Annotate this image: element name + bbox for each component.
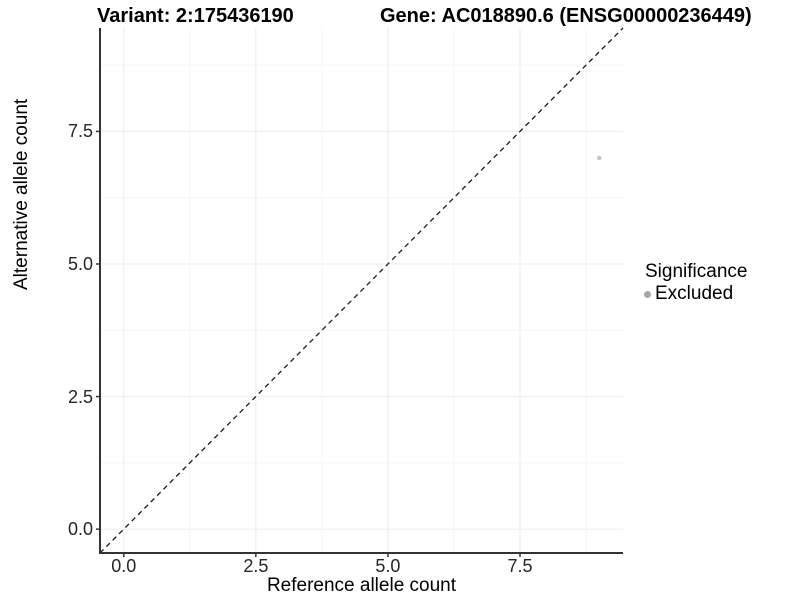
identity-dashed-line xyxy=(99,27,624,554)
x-tick-label: 7.5 xyxy=(507,556,533,576)
y-tick-label: 0.0 xyxy=(67,519,93,540)
y-tick-label: 2.5 xyxy=(67,386,93,407)
legend-point-icon xyxy=(644,290,651,298)
data-point-excluded xyxy=(597,155,602,161)
plot-title-variant: Variant: 2:175436190 xyxy=(97,5,294,27)
x-tick-label: 5.0 xyxy=(375,556,401,576)
x-axis-title: Reference allele count xyxy=(266,575,457,596)
x-tick-label: 0.0 xyxy=(111,556,137,576)
legend-item-excluded: Excluded xyxy=(641,283,747,305)
y-tick-label: 5.0 xyxy=(67,253,93,274)
y-tick-label: 7.5 xyxy=(67,121,93,142)
plot-title-gene: Gene: AC018890.6 (ENSG00000236449) xyxy=(380,5,752,27)
legend-item-label: Excluded xyxy=(655,283,734,304)
x-tick-label: 2.5 xyxy=(243,556,269,576)
legend-title: Significance xyxy=(645,261,748,282)
legend: Significance Excluded xyxy=(641,261,747,305)
